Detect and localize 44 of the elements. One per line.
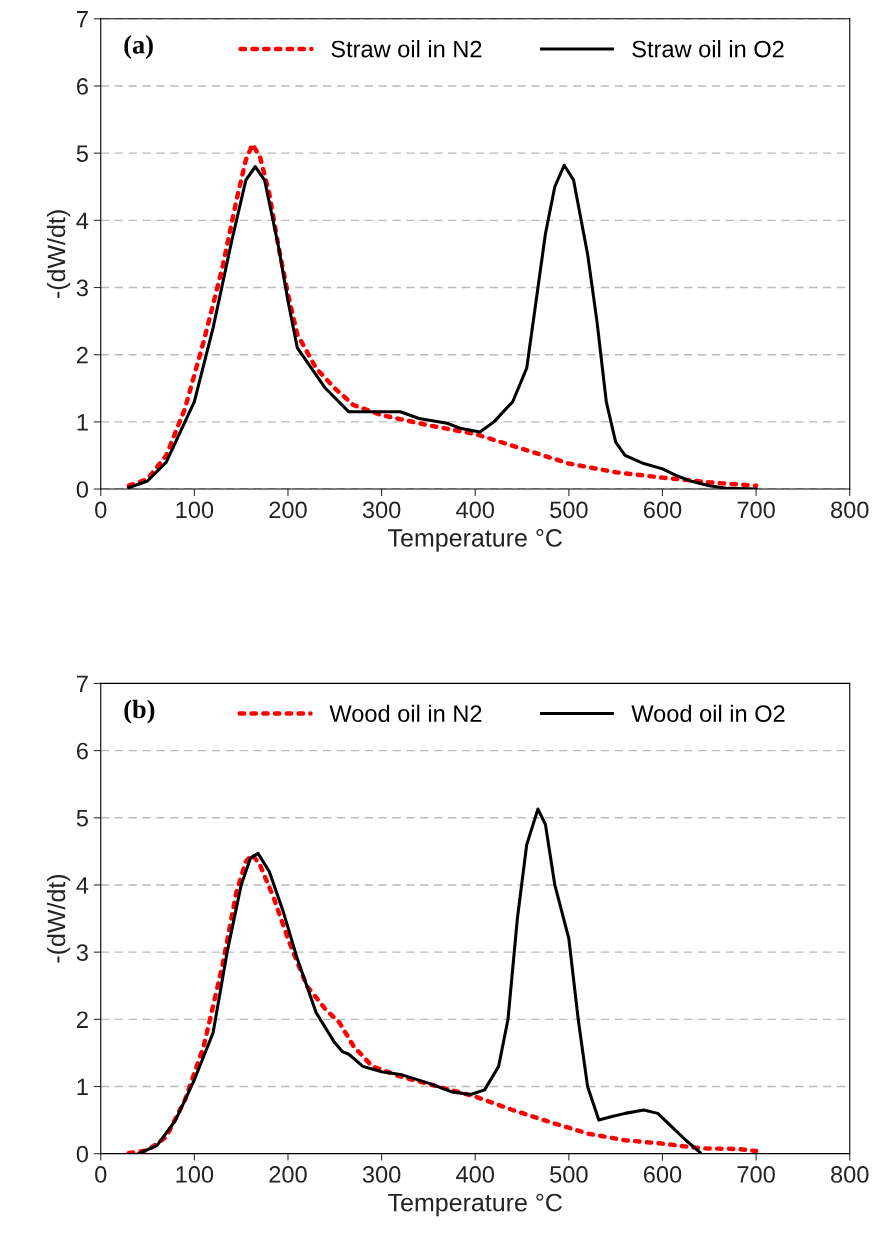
y-tick-label: 3 bbox=[76, 944, 88, 961]
y-tick-label: 0 bbox=[76, 481, 89, 498]
legend-label: Wood oil in O2 bbox=[631, 704, 785, 723]
y-tick-label: 0 bbox=[76, 1145, 89, 1163]
y-tick-label: 5 bbox=[76, 145, 88, 162]
y-tick-label: 5 bbox=[76, 810, 88, 827]
y-tick-label: 6 bbox=[77, 78, 88, 95]
x-tick-label: 700 bbox=[737, 1166, 775, 1183]
y-tick-label: 7 bbox=[77, 675, 88, 692]
x-axis-title: Temperature °C bbox=[388, 529, 562, 552]
y-axis-title: -(dW/dt) bbox=[46, 210, 71, 298]
x-tick-label: 800 bbox=[831, 1166, 869, 1183]
annotation: (a) bbox=[124, 35, 153, 59]
legend-label: Wood oil in N2 bbox=[329, 704, 482, 723]
annotation: (b) bbox=[124, 699, 155, 724]
x-tick-label: 500 bbox=[550, 501, 588, 519]
legend-label: Straw oil in O2 bbox=[632, 40, 784, 58]
x-tick-label: 800 bbox=[831, 501, 869, 519]
x-tick-label: 700 bbox=[737, 501, 775, 519]
x-tick-label: 0 bbox=[95, 1166, 107, 1183]
y-tick-label: 3 bbox=[76, 279, 88, 297]
x-tick-label: 300 bbox=[362, 1166, 401, 1183]
y-tick-label: 4 bbox=[76, 212, 89, 229]
y-tick-label: 1 bbox=[77, 1078, 88, 1096]
x-tick-label: 500 bbox=[550, 1166, 588, 1183]
x-tick-label: 100 bbox=[176, 501, 214, 519]
x-tick-label: 200 bbox=[269, 1166, 307, 1183]
x-tick-label: 600 bbox=[643, 501, 682, 519]
y-tick-label: 2 bbox=[76, 346, 88, 364]
legend-label: Straw oil in N2 bbox=[331, 40, 482, 58]
x-tick-label: 0 bbox=[95, 501, 107, 519]
x-tick-label: 400 bbox=[456, 1166, 495, 1183]
y-tick-label: 7 bbox=[77, 11, 88, 28]
y-tick-label: 1 bbox=[77, 414, 88, 431]
x-tick-label: 600 bbox=[643, 1166, 682, 1183]
x-tick-label: 300 bbox=[362, 501, 401, 519]
x-axis-title: Temperature °C bbox=[388, 1193, 562, 1217]
y-axis-title: -(dW/dt) bbox=[46, 874, 71, 963]
x-tick-label: 200 bbox=[269, 501, 307, 519]
x-tick-label: 100 bbox=[176, 1166, 214, 1183]
y-tick-label: 6 bbox=[77, 742, 88, 760]
x-tick-label: 400 bbox=[456, 501, 495, 519]
y-tick-label: 4 bbox=[76, 877, 89, 894]
y-tick-label: 2 bbox=[76, 1011, 88, 1028]
